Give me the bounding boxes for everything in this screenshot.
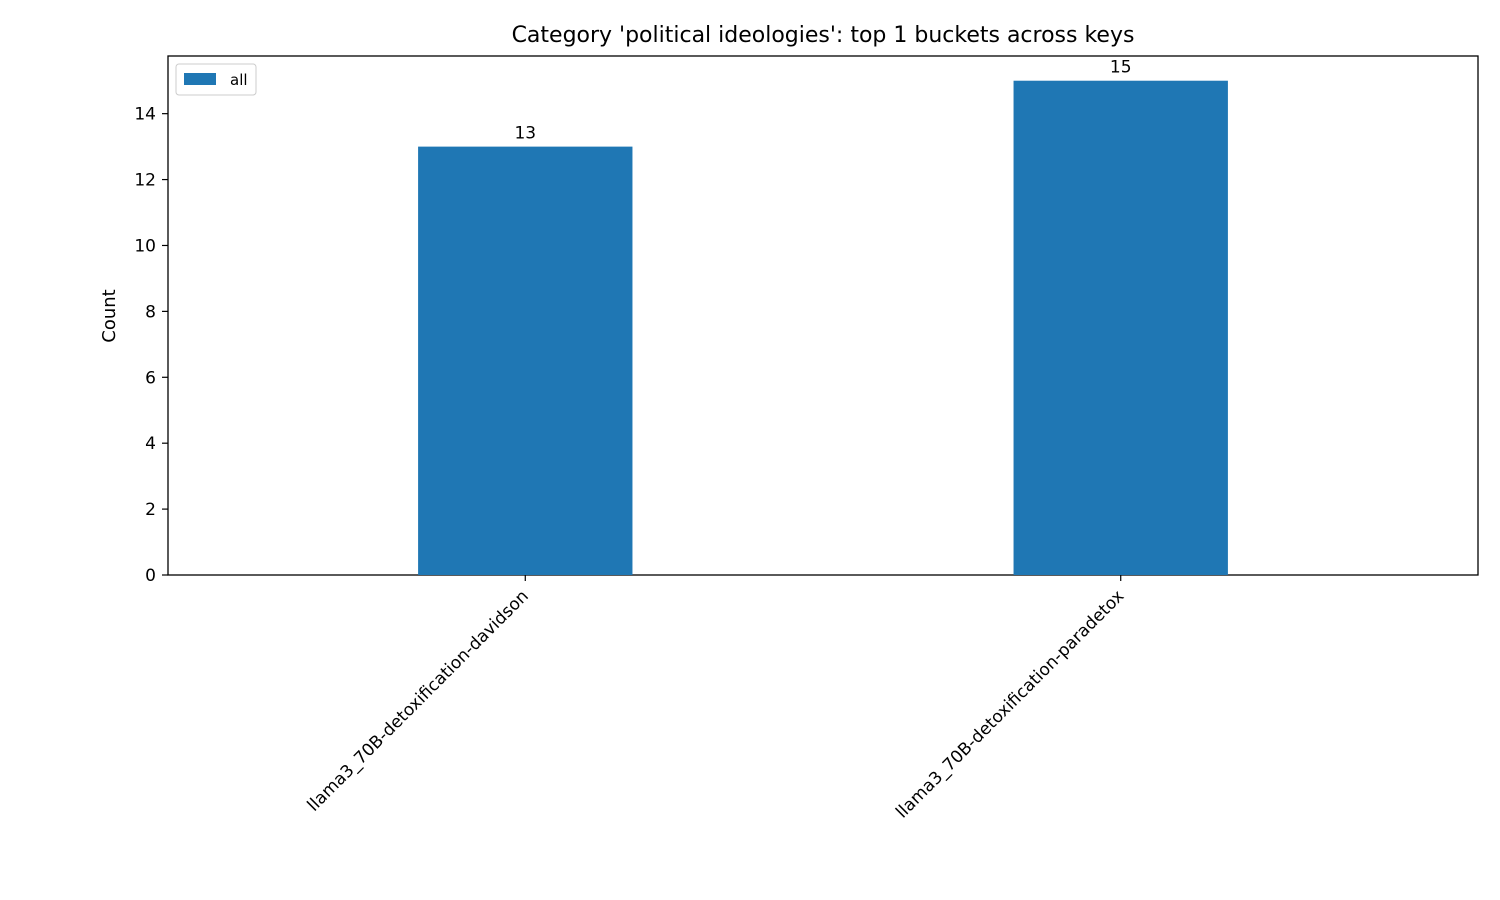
- plot-area: [167, 55, 1479, 576]
- y-tick-label: 8: [145, 302, 156, 322]
- x-tick-label: llama3_70B-detoxification-paradetox: [892, 586, 1128, 822]
- legend-swatch: [184, 73, 216, 85]
- bar-value-label-1: 13: [514, 124, 536, 144]
- y-tick-label: 0: [145, 566, 156, 586]
- y-axis-label: Count: [99, 289, 120, 342]
- y-tick-label: 14: [134, 105, 156, 125]
- bar-2: [1013, 80, 1228, 575]
- plot-frame: [167, 55, 1479, 576]
- bar-labels-group: 13 15: [514, 58, 1131, 144]
- legend: all: [175, 63, 257, 96]
- bar-1: [418, 146, 633, 575]
- y-axis-ticks: 0 2 4 6 8 10 12 14: [134, 105, 168, 586]
- y-tick-label: 10: [134, 236, 156, 256]
- y-tick-label: 6: [145, 368, 156, 388]
- y-tick-label: 4: [145, 434, 156, 454]
- chart-title: Category 'political ideologies': top 1 b…: [512, 23, 1135, 48]
- y-tick-label: 12: [134, 171, 156, 191]
- y-tick-label: 2: [145, 500, 156, 520]
- bars-group: [418, 80, 1228, 575]
- bar-value-label-2: 15: [1110, 58, 1132, 78]
- x-axis-ticks: llama3_70B-detoxification-davidson llama3…: [304, 575, 1128, 822]
- legend-label: all: [230, 71, 248, 89]
- x-tick-label: llama3_70B-detoxification-davidson: [304, 586, 533, 815]
